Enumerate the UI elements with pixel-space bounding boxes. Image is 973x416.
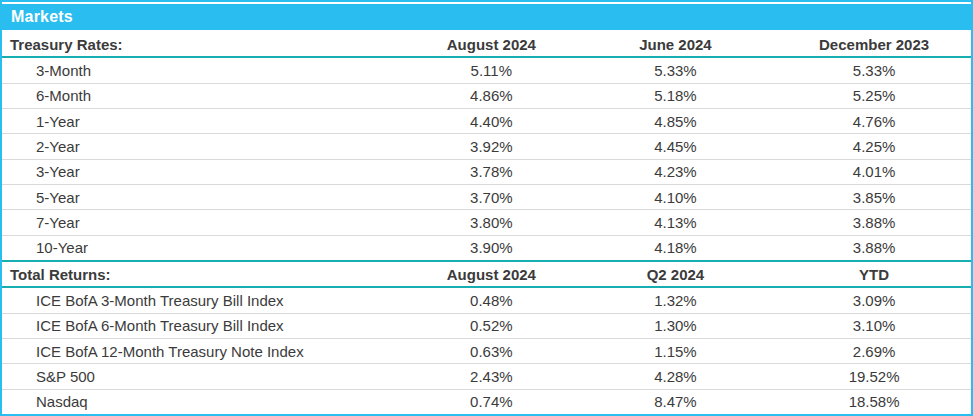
table-row: 5-Year 3.70% 4.10% 3.85% [2,185,971,210]
table-row: 7-Year 3.80% 4.13% 3.88% [2,210,971,235]
row-value-2: 4.23% [574,163,777,180]
row-value-1: 4.40% [409,113,574,130]
total-returns-section-label: Total Returns: [2,266,409,283]
column-header-q2-2024: Q2 2024 [574,266,777,283]
page-title: Markets [11,8,73,26]
row-value-2: 4.13% [574,214,777,231]
table-row: ICE BofA 6-Month Treasury Bill Index 0.5… [2,314,971,339]
row-value-3: 3.10% [777,317,971,334]
column-header-ytd: YTD [777,266,971,283]
column-header-december-2023: December 2023 [777,36,971,53]
row-label: 3-Year [2,163,409,180]
row-value-1: 3.90% [409,239,574,256]
row-value-2: 4.28% [574,368,777,385]
row-value-1: 3.78% [409,163,574,180]
row-label: 10-Year [2,239,409,256]
row-value-3: 18.58% [777,393,971,410]
row-value-1: 5.11% [409,62,574,79]
table-row: ICE BofA 12-Month Treasury Note Index 0.… [2,339,971,364]
row-label: 3-Month [2,62,409,79]
row-label: Nasdaq [2,393,409,410]
row-value-3: 4.01% [777,163,971,180]
row-value-1: 0.63% [409,343,574,360]
row-label: 2-Year [2,138,409,155]
row-label: 1-Year [2,113,409,130]
row-value-1: 3.80% [409,214,574,231]
row-value-2: 4.45% [574,138,777,155]
column-header-august-2024-returns: August 2024 [409,266,574,283]
table-row: 2-Year 3.92% 4.45% 4.25% [2,134,971,159]
table-row: 1-Year 4.40% 4.85% 4.76% [2,109,971,134]
row-value-2: 1.30% [574,317,777,334]
table-row: S&P 500 2.43% 4.28% 19.52% [2,364,971,389]
row-value-3: 3.09% [777,292,971,309]
total-returns-header-row: Total Returns: August 2024 Q2 2024 YTD [2,260,971,288]
row-label: ICE BofA 6-Month Treasury Bill Index [2,317,409,334]
treasury-rates-header-row: Treasury Rates: August 2024 June 2024 De… [2,32,971,58]
table-row: ICE BofA 3-Month Treasury Bill Index 0.4… [2,288,971,313]
table-body: Treasury Rates: August 2024 June 2024 De… [2,32,971,414]
row-value-2: 4.10% [574,189,777,206]
row-value-1: 0.74% [409,393,574,410]
table-row: 10-Year 3.90% 4.18% 3.88% [2,236,971,260]
row-value-2: 8.47% [574,393,777,410]
row-value-3: 4.76% [777,113,971,130]
row-value-2: 5.33% [574,62,777,79]
row-label: 6-Month [2,87,409,104]
table-row: 6-Month 4.86% 5.18% 5.25% [2,84,971,109]
table-row: Nasdaq 0.74% 8.47% 18.58% [2,390,971,414]
row-value-3: 3.88% [777,239,971,256]
row-label: 7-Year [2,214,409,231]
column-header-august-2024: August 2024 [409,36,574,53]
table-row: 3-Month 5.11% 5.33% 5.33% [2,58,971,83]
row-label: ICE BofA 3-Month Treasury Bill Index [2,292,409,309]
markets-table: Markets Treasury Rates: August 2024 June… [0,0,973,416]
row-value-3: 2.69% [777,343,971,360]
row-value-1: 3.70% [409,189,574,206]
row-label: ICE BofA 12-Month Treasury Note Index [2,343,409,360]
row-value-1: 2.43% [409,368,574,385]
row-value-3: 4.25% [777,138,971,155]
column-header-june-2024: June 2024 [574,36,777,53]
row-value-3: 5.25% [777,87,971,104]
row-value-3: 3.85% [777,189,971,206]
row-label: 5-Year [2,189,409,206]
markets-title-bar: Markets [2,2,971,32]
row-value-2: 1.15% [574,343,777,360]
row-value-2: 5.18% [574,87,777,104]
row-value-1: 4.86% [409,87,574,104]
row-value-3: 3.88% [777,214,971,231]
row-value-2: 4.18% [574,239,777,256]
row-value-2: 4.85% [574,113,777,130]
row-value-1: 3.92% [409,138,574,155]
treasury-rates-section-label: Treasury Rates: [2,36,409,53]
row-value-3: 19.52% [777,368,971,385]
row-label: S&P 500 [2,368,409,385]
row-value-1: 0.52% [409,317,574,334]
row-value-3: 5.33% [777,62,971,79]
row-value-2: 1.32% [574,292,777,309]
table-row: 3-Year 3.78% 4.23% 4.01% [2,160,971,185]
row-value-1: 0.48% [409,292,574,309]
